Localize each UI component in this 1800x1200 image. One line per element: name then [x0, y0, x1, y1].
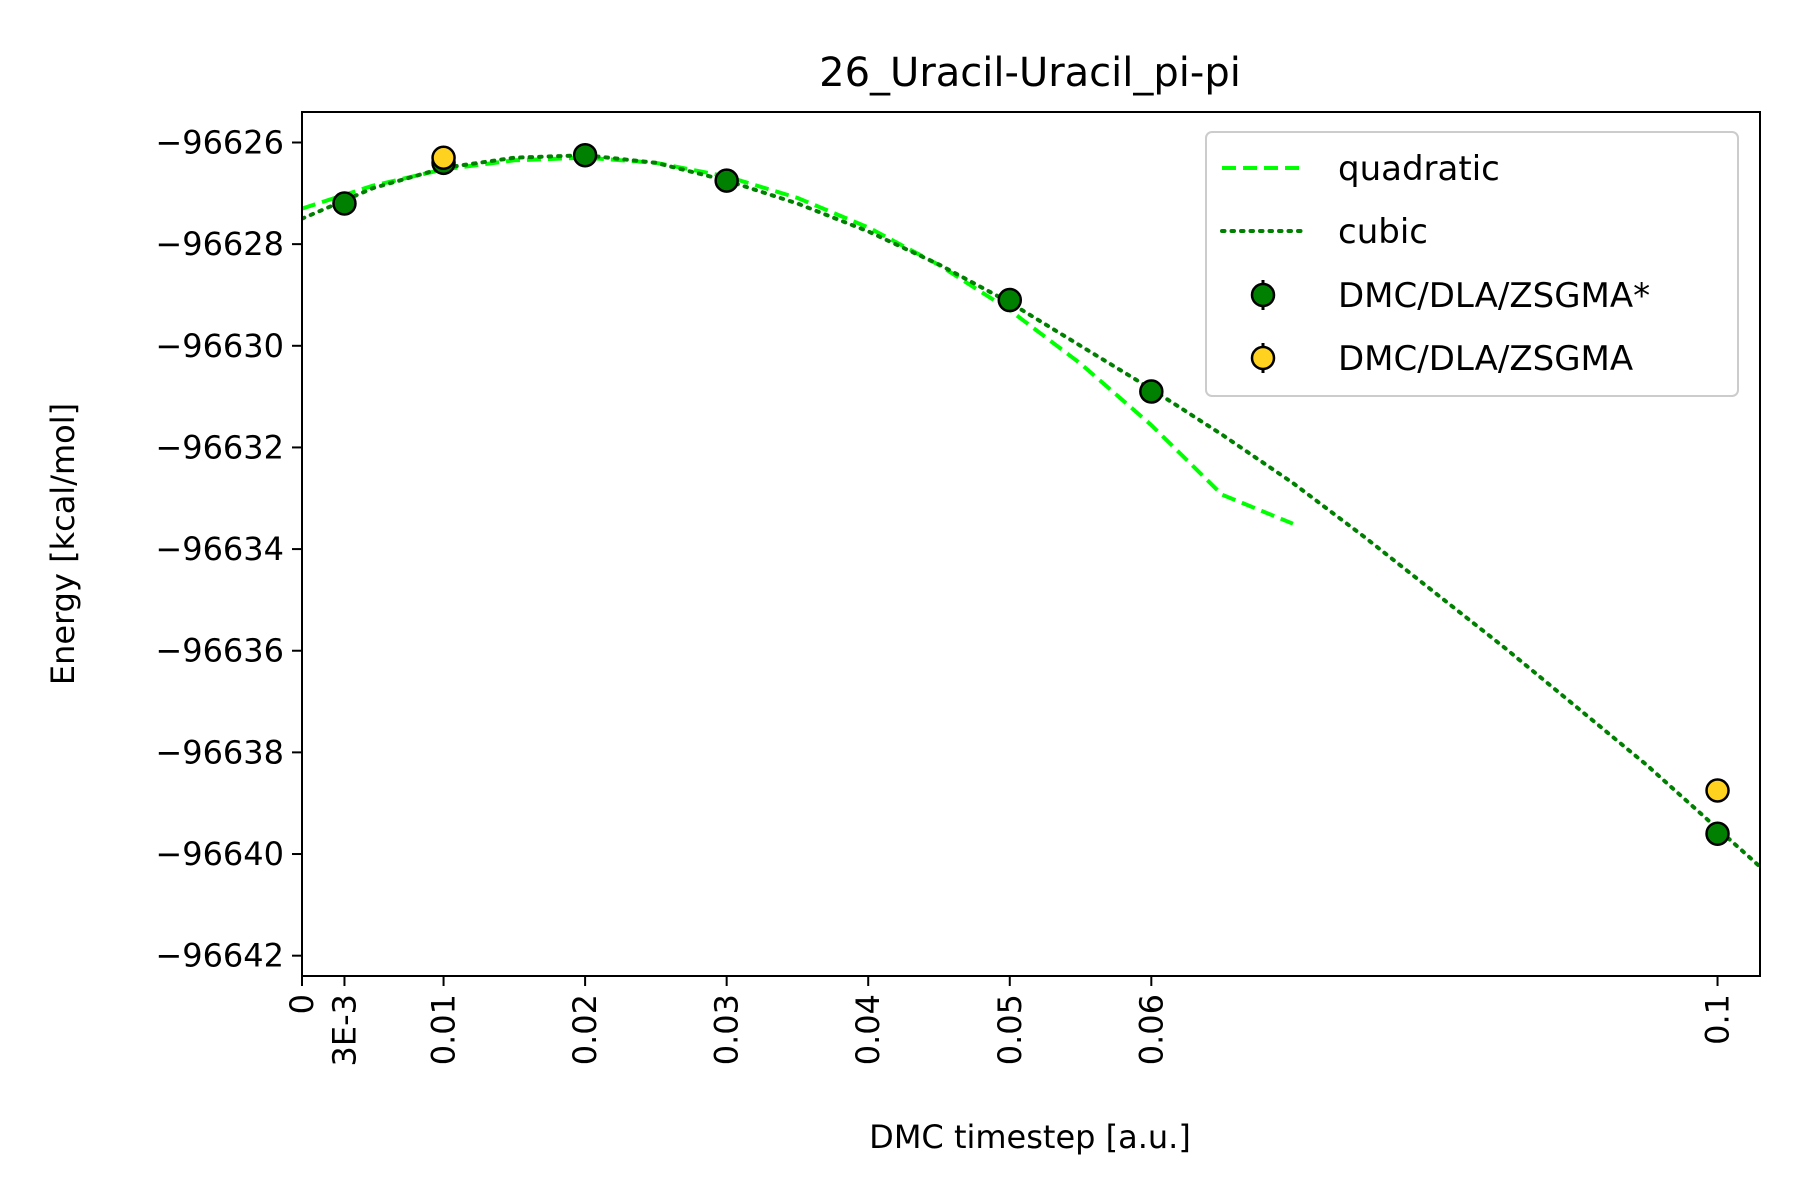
legend: quadratic cubic DMC/DLA/ZSGMA* DMC/DLA/Z… [1205, 131, 1739, 397]
plot-points [332, 142, 1730, 846]
legend-box [1205, 131, 1739, 397]
y-tick-label: −96634 [155, 530, 284, 568]
x-tick-label: 0.06 [1132, 994, 1170, 1065]
x-axis-label: DMC timestep [a.u.] [869, 1118, 1191, 1156]
series-line-cubic [302, 153, 1760, 869]
y-tick-label: −96642 [155, 937, 284, 975]
legend-label-zsgma: DMC/DLA/ZSGMA [1338, 339, 1633, 379]
y-axis-label: Energy [kcal/mol] [44, 403, 82, 685]
data-point-DMC/DLA/ZSGMA* [714, 168, 739, 193]
x-axis: 0 3E-3 0.01 0.02 0.03 0.04 0.05 0.06 0.1 [283, 976, 1737, 1066]
x-tick-label: 3E-3 [325, 994, 363, 1066]
x-tick-label: 0 [283, 994, 321, 1014]
y-tick-label: −96640 [155, 835, 284, 873]
legend-marker-zsgma [1250, 345, 1276, 371]
x-tick-label: 0.1 [1699, 994, 1737, 1045]
data-point-DMC/DLA/ZSGMA* [572, 142, 598, 168]
legend-label-quadratic: quadratic [1338, 149, 1500, 189]
x-tick-label: 0.04 [849, 994, 887, 1065]
data-point-DMC/DLA/ZSGMA* [1705, 821, 1730, 846]
data-point-DMC/DLA/ZSGMA* [997, 287, 1023, 313]
x-tick-label: 0.02 [566, 994, 604, 1065]
y-tick-label: −96636 [155, 632, 284, 670]
y-tick-label: −96626 [155, 123, 284, 161]
legend-label-zsgma-star: DMC/DLA/ZSGMA* [1338, 276, 1650, 316]
data-point-DMC/DLA/ZSGMA [1705, 778, 1730, 803]
x-tick-label: 0.05 [991, 994, 1029, 1065]
y-tick-label: −96632 [155, 428, 284, 466]
data-point-DMC/DLA/ZSGMA* [1139, 379, 1164, 404]
plot-frame [301, 111, 1761, 977]
legend-marker-zsgma-star [1250, 282, 1276, 308]
data-point-DMC/DLA/ZSGMA* [332, 191, 357, 216]
legend-label-cubic: cubic [1338, 212, 1428, 252]
y-tick-label: −96628 [155, 225, 284, 263]
y-tick-label: −96638 [155, 733, 284, 771]
plot-lines [302, 153, 1760, 869]
x-tick-label: 0.01 [425, 994, 463, 1065]
x-tick-label: 0.03 [708, 994, 746, 1065]
chart-title: 26_Uracil-Uracil_pi-pi [819, 50, 1241, 96]
data-point-DMC/DLA/ZSGMA [431, 145, 456, 170]
series-line-quadratic [302, 155, 1294, 526]
y-tick-label: −96630 [155, 327, 284, 365]
y-axis: −96626 −96628 −96630 −96632 −96634 −96636 −966… [155, 123, 302, 975]
